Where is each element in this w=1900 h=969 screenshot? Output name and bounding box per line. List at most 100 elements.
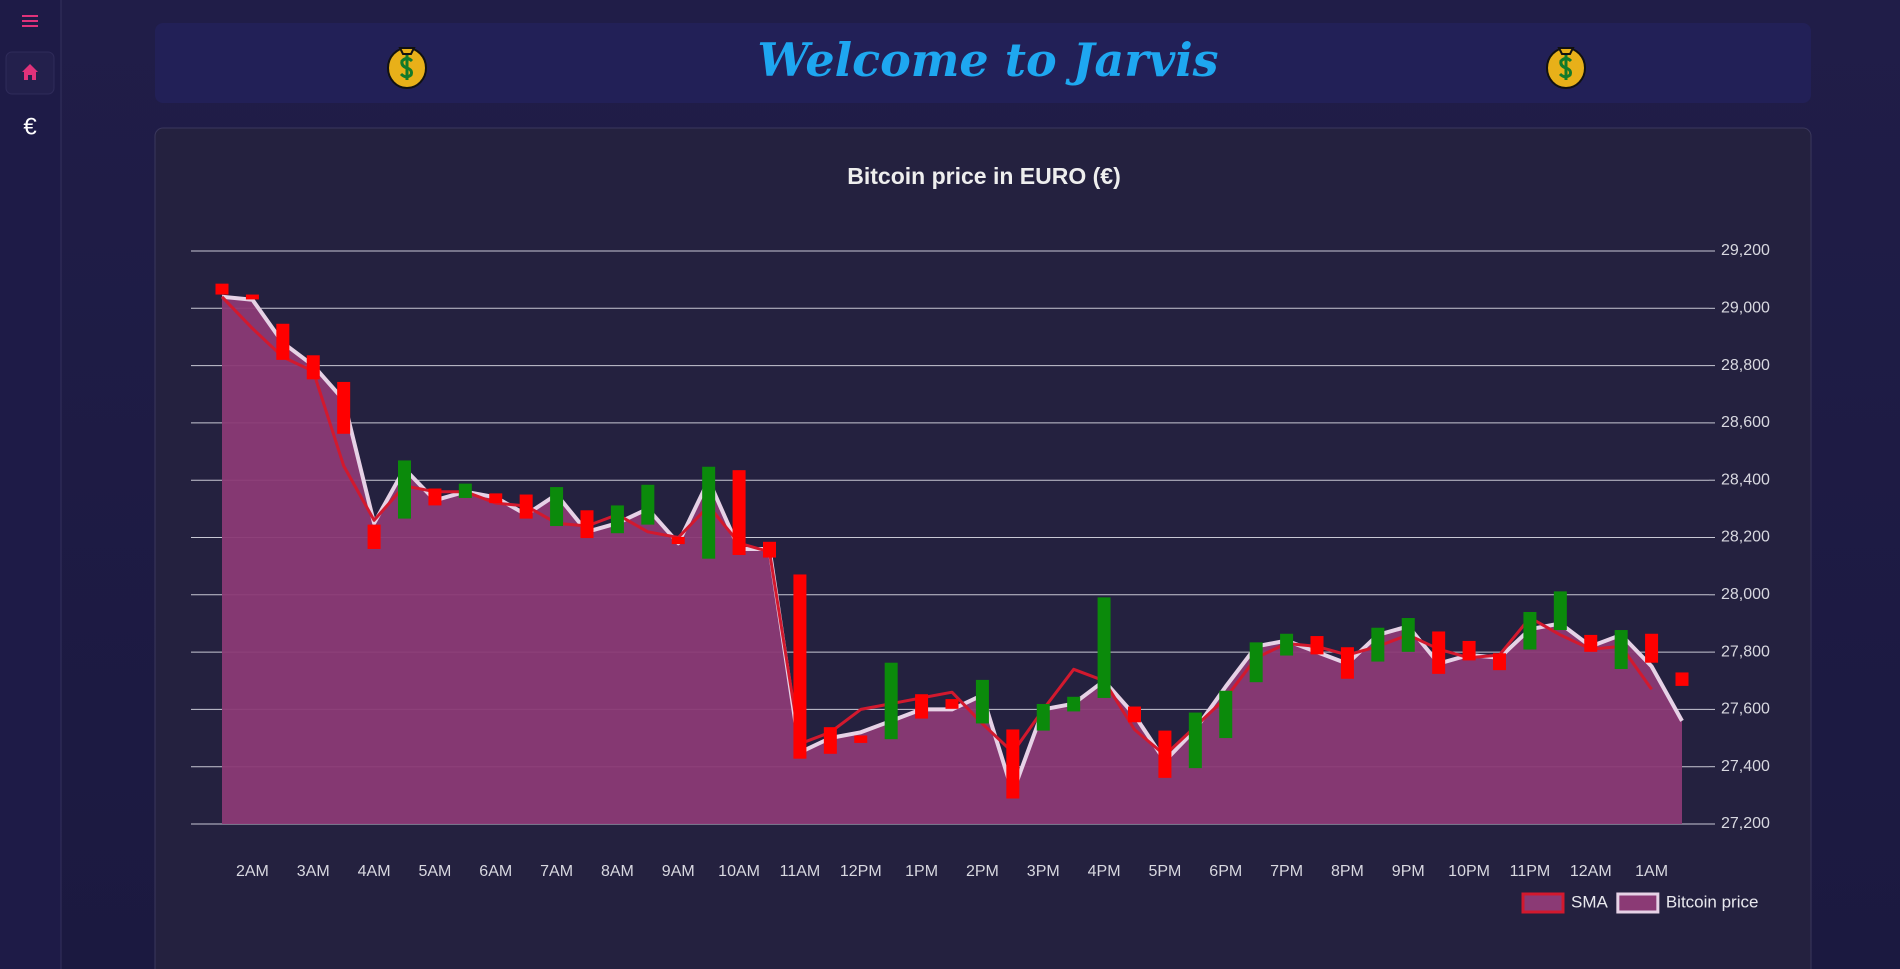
candle (1371, 627, 1385, 662)
candle (1432, 631, 1446, 674)
candle (854, 735, 868, 743)
candle (975, 679, 989, 724)
candle (1553, 591, 1567, 631)
candle (793, 574, 807, 759)
candle (458, 483, 472, 498)
candle (1128, 706, 1141, 723)
x-tick-label: 8AM (601, 863, 634, 880)
candle (550, 487, 564, 527)
x-tick-label: 3PM (1027, 863, 1060, 880)
price-area (222, 296, 1682, 824)
candle (276, 323, 290, 360)
candle (1401, 618, 1415, 652)
candle (945, 699, 959, 709)
candle (398, 460, 411, 519)
x-tick-label: 11AM (780, 863, 821, 880)
candle (671, 536, 685, 545)
x-tick-label: 6PM (1209, 863, 1242, 880)
home-button[interactable] (5, 51, 55, 95)
candle (641, 484, 655, 525)
menu-button[interactable] (22, 15, 38, 27)
legend-label: SMA (1571, 892, 1609, 911)
y-tick-label: 29,200 (1721, 242, 1770, 259)
plot-area: 27,200 27,400 27,600 27,800 28,000 28,200 28,4… (191, 242, 1770, 914)
candle (1584, 634, 1598, 652)
candle (489, 493, 503, 504)
x-tick-label: 2AM (236, 863, 269, 880)
x-tick-label: 3AM (297, 863, 330, 880)
candle (1067, 696, 1081, 712)
header (155, 23, 1811, 103)
x-tick-label: 9AM (662, 863, 695, 880)
candle (306, 355, 320, 380)
candle (1097, 597, 1111, 698)
x-tick-label: 7AM (540, 863, 573, 880)
candle (1614, 630, 1628, 670)
x-tick-label: 5AM (418, 863, 451, 880)
legend-swatch (1521, 892, 1565, 914)
y-tick-label: 27,200 (1721, 815, 1770, 832)
candle (1188, 712, 1202, 769)
candle (1675, 672, 1689, 686)
y-tick-label: 27,400 (1721, 758, 1770, 775)
candle (580, 510, 594, 539)
candle (1219, 690, 1233, 739)
candle (1310, 636, 1324, 655)
y-tick-label: 28,000 (1721, 586, 1770, 603)
candle (823, 727, 837, 754)
candle (1158, 730, 1172, 778)
x-tick-label: 4AM (358, 863, 391, 880)
candle (1645, 633, 1659, 663)
x-tick-label: 10AM (718, 863, 760, 880)
chart-title: Bitcoin price in EURO (€) (847, 163, 1120, 189)
sidebar (0, 0, 61, 969)
x-tick-label: 2PM (966, 863, 999, 880)
x-tick-label: 12AM (1570, 863, 1612, 880)
legend-swatch (1616, 892, 1660, 914)
y-tick-label: 28,600 (1721, 414, 1770, 431)
x-tick-label: 8PM (1331, 863, 1364, 880)
legend-label: Bitcoin price (1666, 892, 1759, 911)
candle (367, 524, 381, 549)
candle (732, 470, 746, 555)
x-tick-label: 4PM (1088, 863, 1121, 880)
candle (519, 494, 533, 519)
y-tick-label: 28,200 (1721, 529, 1770, 546)
x-tick-label: 1PM (905, 863, 938, 880)
x-tick-label: 6AM (479, 863, 512, 880)
y-tick-label: 27,600 (1721, 701, 1770, 718)
candle (1280, 633, 1294, 656)
money-bag-icon (1546, 47, 1586, 89)
candle (1006, 729, 1020, 799)
money-bag-icon (387, 47, 427, 89)
x-tick-label: 5PM (1148, 863, 1181, 880)
y-tick-label: 28,400 (1721, 471, 1770, 488)
candle (245, 294, 259, 300)
candle (337, 381, 351, 434)
candle (428, 488, 442, 506)
candle (215, 283, 229, 295)
candle (884, 662, 898, 740)
candle (1340, 647, 1354, 679)
candle (1036, 703, 1050, 731)
x-tick-label: 11PM (1510, 863, 1551, 880)
y-tick-label: 27,800 (1721, 643, 1770, 660)
y-tick-label: 28,800 (1721, 357, 1770, 374)
candle (1493, 653, 1506, 671)
y-tick-label: 29,000 (1721, 300, 1770, 317)
x-tick-label: 9PM (1392, 863, 1425, 880)
candle (702, 466, 716, 559)
candle (1249, 642, 1263, 683)
x-tick-label: 7PM (1270, 863, 1303, 880)
candle (1523, 611, 1537, 650)
candle (610, 505, 624, 534)
x-tick-label: 10PM (1448, 863, 1490, 880)
candle (915, 694, 929, 719)
candle (763, 541, 776, 558)
header-title: Welcome to Jarvis (757, 33, 1218, 87)
x-tick-label: 1AM (1635, 863, 1668, 880)
candle (1462, 640, 1476, 661)
currency-link[interactable]: € (23, 113, 37, 140)
